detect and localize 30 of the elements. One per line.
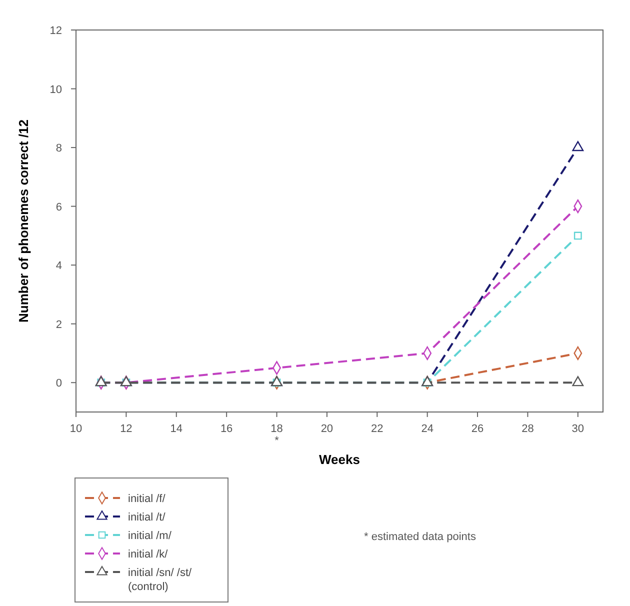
legend-label: initial /m/ xyxy=(128,530,172,542)
y-axis-title: Number of phonemes correct /12 xyxy=(16,120,31,322)
x-tick-label: 10 xyxy=(70,423,82,435)
x-axis-title: Weeks xyxy=(319,452,360,467)
x-tick-label: 18 xyxy=(270,423,283,435)
text: * estimated data points xyxy=(364,531,476,543)
x-tick-label: 24 xyxy=(421,423,434,435)
x-tick-label: 22 xyxy=(371,423,384,435)
legend-label: initial /sn/ /st/ (control) xyxy=(128,567,193,593)
point xyxy=(572,376,584,386)
x-tick-label: 20 xyxy=(320,423,334,435)
y-tick-label: 10 xyxy=(50,84,62,96)
legend-label: initial /t/ xyxy=(128,512,166,524)
x-tick-label: 30 xyxy=(572,423,584,435)
y-tick-label: 0 xyxy=(56,378,62,390)
y-tick-label: 8 xyxy=(56,142,62,155)
y-tick-label: 6 xyxy=(56,201,62,214)
x-tick-label: 28 xyxy=(522,423,534,435)
text: * xyxy=(274,435,280,447)
y-tick-label: 2 xyxy=(56,318,62,331)
legend-label: initial /k/ xyxy=(128,548,169,560)
x-tick-label: 12 xyxy=(120,423,132,435)
y-tick-label: 4 xyxy=(56,260,62,272)
x-tick-label: 16 xyxy=(220,423,233,435)
x-tick-label: 26 xyxy=(471,423,484,435)
legend-label: initial /f/ xyxy=(128,493,166,505)
x-tick-label: 14 xyxy=(170,423,183,435)
point xyxy=(572,141,584,152)
point xyxy=(574,232,582,240)
y-tick-label: 12 xyxy=(50,25,62,37)
